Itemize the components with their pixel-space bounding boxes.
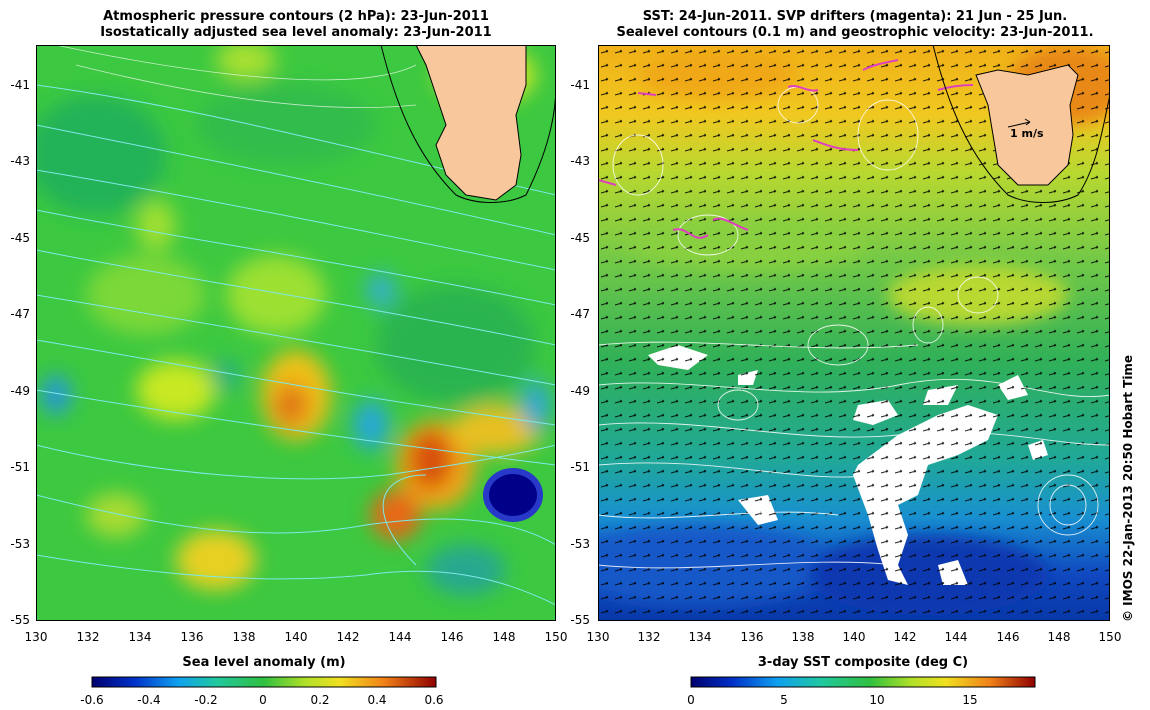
left-cbtick: 0.6 xyxy=(424,693,444,707)
right-ytick: -41 xyxy=(570,78,590,92)
right-colorbar-label: 3-day SST composite (deg C) xyxy=(757,655,969,670)
left-xtick: 140 xyxy=(284,630,308,644)
left-cbtick: 0 xyxy=(259,693,267,707)
left-xtick: 134 xyxy=(128,630,152,644)
left-ytick: -47 xyxy=(10,307,30,321)
right-cbtick: 15 xyxy=(962,693,978,707)
right-title-line2: Sealevel contours (0.1 m) and geostrophi… xyxy=(616,25,1094,40)
right-cbtick: 5 xyxy=(780,693,788,707)
left-ytick: -45 xyxy=(10,231,30,245)
right-xtick: 148 xyxy=(1047,630,1071,644)
left-cbtick: -0.2 xyxy=(194,693,218,707)
left-title-line2: Isostatically adjusted sea level anomaly… xyxy=(100,25,492,40)
left-xtick: 132 xyxy=(76,630,100,644)
left-xtick: 136 xyxy=(180,630,204,644)
right-ytick: -55 xyxy=(570,613,590,627)
right-cbtick: 0 xyxy=(687,693,695,707)
left-ytick: -53 xyxy=(10,537,30,551)
right-ytick: -45 xyxy=(570,231,590,245)
left-xtick: 138 xyxy=(232,630,256,644)
scale-arrow-label: 1 m/s xyxy=(1010,127,1044,140)
left-xtick: 146 xyxy=(440,630,464,644)
right-xtick: 140 xyxy=(842,630,866,644)
left-xtick: 130 xyxy=(24,630,48,644)
left-cbtick: 0.4 xyxy=(367,693,387,707)
left-cbtick: 0.2 xyxy=(310,693,330,707)
right-xtick: 136 xyxy=(740,630,764,644)
left-ytick: -55 xyxy=(10,613,30,627)
left-ytick: -43 xyxy=(10,154,30,168)
right-xtick: 130 xyxy=(586,630,610,644)
right-xtick: 132 xyxy=(637,630,661,644)
left-colorbar-label: Sea level anomaly (m) xyxy=(182,655,346,670)
left-cbtick: -0.4 xyxy=(137,693,161,707)
right-xtick: 134 xyxy=(688,630,712,644)
right-xtick: 146 xyxy=(996,630,1020,644)
right-ytick: -51 xyxy=(570,460,590,474)
right-xtick: 144 xyxy=(944,630,968,644)
left-xtick: 148 xyxy=(492,630,516,644)
right-map: 1 m/s xyxy=(598,45,1110,621)
left-xtick: 150 xyxy=(544,630,568,644)
left-xtick: 142 xyxy=(336,630,360,644)
right-ytick: -53 xyxy=(570,537,590,551)
copyright-label: © IMOS 22-Jan-2013 20:50 Hobart Time xyxy=(1121,354,1135,622)
left-ytick: -41 xyxy=(10,78,30,92)
right-xtick: 150 xyxy=(1098,630,1122,644)
right-cbtick: 10 xyxy=(869,693,885,707)
left-ytick: -51 xyxy=(10,460,30,474)
right-ytick: -43 xyxy=(570,154,590,168)
left-cbtick: -0.6 xyxy=(80,693,104,707)
left-title-line1: Atmospheric pressure contours (2 hPa): 2… xyxy=(103,9,489,24)
left-colorbar xyxy=(91,676,437,688)
right-ytick: -47 xyxy=(570,307,590,321)
right-ytick: -49 xyxy=(570,384,590,398)
left-xtick: 144 xyxy=(388,630,412,644)
left-map xyxy=(36,45,556,621)
left-ytick: -49 xyxy=(10,384,30,398)
right-xtick: 142 xyxy=(893,630,917,644)
right-xtick: 138 xyxy=(791,630,815,644)
right-colorbar xyxy=(690,676,1036,688)
right-title-line1: SST: 24-Jun-2011. SVP drifters (magenta)… xyxy=(642,9,1068,24)
